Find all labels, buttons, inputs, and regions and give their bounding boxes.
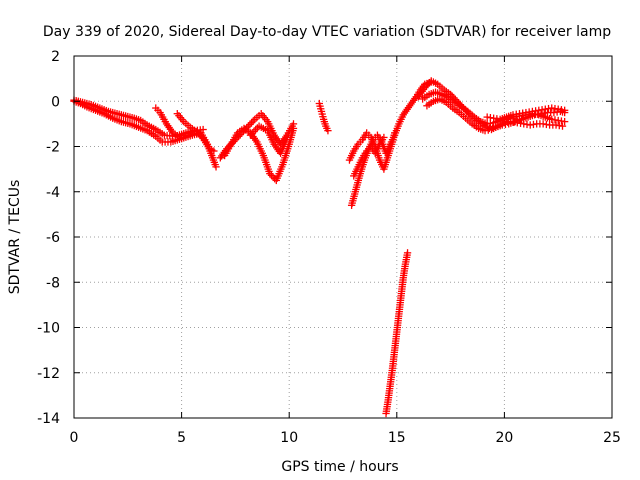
data-point: [558, 122, 567, 130]
y-tick-label: -2: [46, 140, 60, 156]
y-axis-label: SDTVAR / TECUs: [7, 180, 23, 295]
x-axis-label: GPS time / hours: [281, 459, 398, 475]
data-point: [561, 106, 569, 114]
x-tick-label: 5: [177, 430, 186, 446]
data-point: [210, 147, 218, 155]
data-points: [70, 77, 569, 418]
data-point: [199, 125, 207, 134]
data-point: [390, 129, 399, 137]
x-tick-label: 15: [388, 430, 406, 446]
data-point: [324, 127, 332, 135]
x-tick-label: 10: [280, 430, 298, 446]
y-tick-label: -4: [46, 185, 60, 201]
x-tick-label: 20: [495, 430, 513, 446]
y-tick-label: -10: [37, 321, 60, 337]
data-point: [380, 133, 388, 142]
y-tick-label: -6: [46, 230, 60, 246]
y-tick-label: -12: [37, 366, 60, 382]
data-point: [561, 117, 569, 126]
y-tick-label: 0: [51, 94, 60, 110]
y-tick-label: -8: [46, 275, 60, 291]
data-point: [283, 133, 291, 142]
y-tick-label: 2: [51, 49, 60, 65]
axis-ticks: [73, 55, 613, 419]
y-tick-label: -14: [37, 411, 60, 427]
x-tick-label: 25: [603, 430, 621, 446]
data-point: [289, 124, 298, 133]
data-point: [403, 249, 412, 257]
data-point: [212, 163, 220, 171]
x-tick-label: 0: [70, 430, 79, 446]
chart-title: Day 339 of 2020, Sidereal Day-to-day VTE…: [43, 24, 611, 40]
